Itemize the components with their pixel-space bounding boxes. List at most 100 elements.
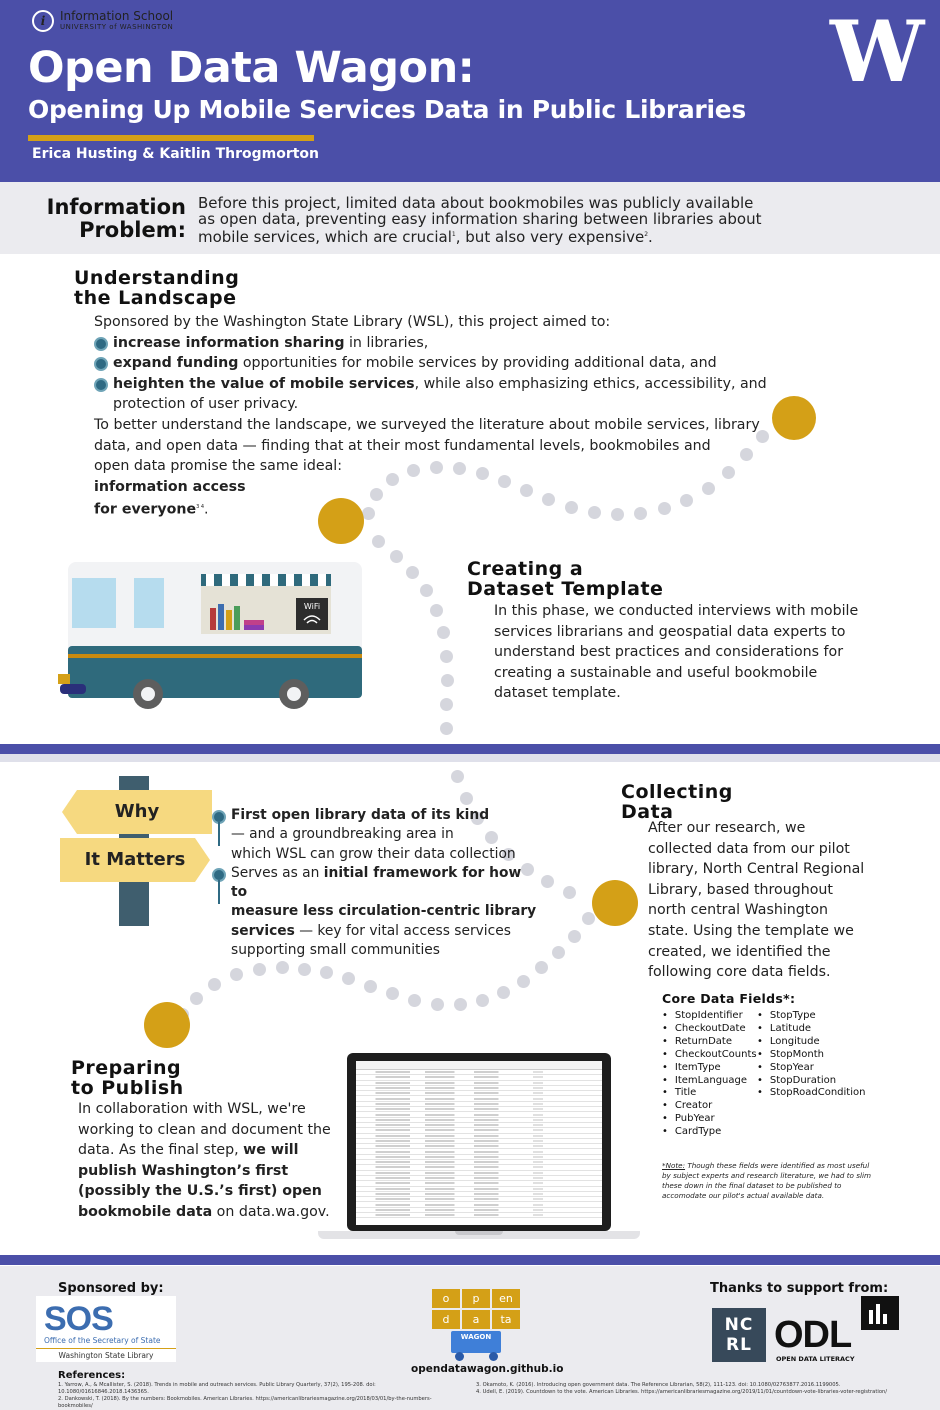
laptop-notch xyxy=(455,1231,503,1235)
path-dot xyxy=(476,994,489,1007)
bus-headlight xyxy=(58,674,70,684)
path-dot xyxy=(476,467,489,480)
spreadsheet-row xyxy=(356,1133,602,1139)
path-dot xyxy=(485,831,498,844)
publish-line5: (possibly the U.S.’s first) open xyxy=(78,1183,322,1200)
path-dot xyxy=(390,550,403,563)
publish-line3-a: data. As the final step, xyxy=(78,1142,244,1159)
collecting-line1: After our research, we xyxy=(648,820,806,836)
bullet-pin-icon xyxy=(94,377,108,392)
bullet-2-bold: expand funding xyxy=(113,355,239,372)
sos-logo-text: SOS xyxy=(44,1300,114,1338)
why-p2-rest: — key for vital access services xyxy=(294,922,511,939)
logo-tile: a xyxy=(462,1310,490,1329)
references-title: References: xyxy=(58,1370,126,1381)
landscape-bullet-3: heighten the value of mobile services, w… xyxy=(94,374,784,415)
logo-tile: p xyxy=(462,1289,490,1308)
problem-label-line2: Problem: xyxy=(79,218,186,242)
collecting-line3: library, North Central Regional xyxy=(648,861,865,878)
publish-line6-a: bookmobile data xyxy=(78,1203,213,1220)
data-field-item: StopRoadCondition xyxy=(757,1087,866,1100)
reference-3: 3. Okamoto, K. (2016). Introducing open … xyxy=(476,1382,841,1388)
logo-tile: en xyxy=(492,1289,520,1308)
data-field-item: StopType xyxy=(757,1010,865,1023)
path-dot xyxy=(320,966,333,979)
odl-logo: ODL xyxy=(774,1314,852,1356)
collecting-body: After our research, we collected data fr… xyxy=(648,818,888,983)
why-p1-line2: — and a groundbreaking area in xyxy=(231,826,454,843)
data-field-item: StopDuration xyxy=(757,1075,865,1088)
sign-why-label: Why xyxy=(114,801,160,822)
landscape-bullet-2: expand funding opportunities for mobile … xyxy=(94,353,784,374)
landscape-ideal-line2: for everyone xyxy=(94,502,197,519)
logo-tile: d xyxy=(432,1310,460,1329)
path-dot xyxy=(517,975,530,988)
why-p2-bold3: services xyxy=(231,922,295,939)
spreadsheet-row xyxy=(356,1154,602,1161)
problem-label: Information Problem: xyxy=(30,196,186,242)
path-dot xyxy=(453,462,466,475)
path-dot xyxy=(407,464,420,477)
bullet-3-rest: , while also emphasizing ethics, accessi… xyxy=(414,375,767,392)
path-dot xyxy=(497,986,510,999)
ischool-logo: i Information School UNIVERSITY of WASHI… xyxy=(32,10,173,32)
path-dot xyxy=(542,493,555,506)
wifi-label: WiFi xyxy=(304,602,320,611)
spreadsheet-rows xyxy=(356,1070,602,1219)
problem-line3: mobile services, which are crucial1, but… xyxy=(198,227,918,245)
bullet-pin-icon xyxy=(94,357,108,372)
path-node-circle xyxy=(318,498,364,544)
spreadsheet-row xyxy=(356,1181,602,1187)
why-p2-start: Serves as an xyxy=(231,864,324,881)
references-left: 1. Yarrow, A., & Mcallister, S. (2018). … xyxy=(58,1382,458,1410)
fields-list-2: StopTypeLatitudeLongitudeStopMonthStopYe… xyxy=(757,1010,866,1100)
path-dot xyxy=(408,994,421,1007)
path-dot xyxy=(498,475,511,488)
publish-title-line1: Preparing xyxy=(71,1057,182,1079)
path-dot xyxy=(372,535,385,548)
landscape-period: . xyxy=(204,502,209,519)
data-field-item: CardType xyxy=(662,1126,757,1139)
path-dot xyxy=(565,501,578,514)
landscape-p2-line1: To better understand the landscape, we s… xyxy=(94,416,760,433)
problem-label-line1: Information xyxy=(46,195,186,219)
publish-title-line2: to Publish xyxy=(71,1077,184,1099)
path-dot xyxy=(431,998,444,1011)
path-dot xyxy=(440,722,453,735)
problem-line1: Before this project, limited data about … xyxy=(198,194,754,212)
header-banner xyxy=(0,0,940,182)
references-right: 3. Okamoto, K. (2016). Introducing open … xyxy=(476,1382,896,1396)
landscape-p2-line2: data, and open data — finding that at th… xyxy=(94,437,711,454)
collecting-line2: collected data from our pilot xyxy=(648,840,850,857)
collecting-line4: Library, based throughout xyxy=(648,881,833,898)
path-dot xyxy=(298,963,311,976)
path-dot xyxy=(568,930,581,943)
problem-line2: as open data, preventing easy informatio… xyxy=(198,210,762,228)
wagon-wheel xyxy=(455,1352,464,1361)
path-dot xyxy=(451,770,464,783)
path-dot xyxy=(521,863,534,876)
spreadsheet-row xyxy=(356,1207,602,1214)
spreadsheet-row xyxy=(356,1070,602,1076)
data-field-item: CheckoutDate xyxy=(662,1023,757,1036)
bullet-1-bold: increase information sharing xyxy=(113,334,345,351)
project-site-link[interactable]: opendatawagon.github.io xyxy=(411,1363,564,1375)
data-field-item: Title xyxy=(662,1087,757,1100)
bullet-2-rest: opportunities for mobile services by pro… xyxy=(238,355,717,372)
landscape-bullet-1: increase information sharing in librarie… xyxy=(94,333,784,354)
spreadsheet-row xyxy=(356,1213,602,1219)
spreadsheet-header xyxy=(356,1061,602,1070)
path-dot xyxy=(406,566,419,579)
data-field-item: StopMonth xyxy=(757,1049,865,1062)
spreadsheet-row xyxy=(356,1112,602,1118)
path-dot xyxy=(563,886,576,899)
landscape-title-line1: Understanding xyxy=(74,267,240,289)
bullet-3-cont: protection of user privacy. xyxy=(113,396,299,413)
section-divider-light xyxy=(0,754,940,762)
path-dot xyxy=(471,812,484,825)
template-body: In this phase, we conducted interviews w… xyxy=(494,601,874,704)
path-dot xyxy=(722,466,735,479)
data-field-item: ItemType xyxy=(662,1062,757,1075)
books-icon xyxy=(210,604,264,630)
sos-library: Washington State Library xyxy=(36,1348,176,1360)
